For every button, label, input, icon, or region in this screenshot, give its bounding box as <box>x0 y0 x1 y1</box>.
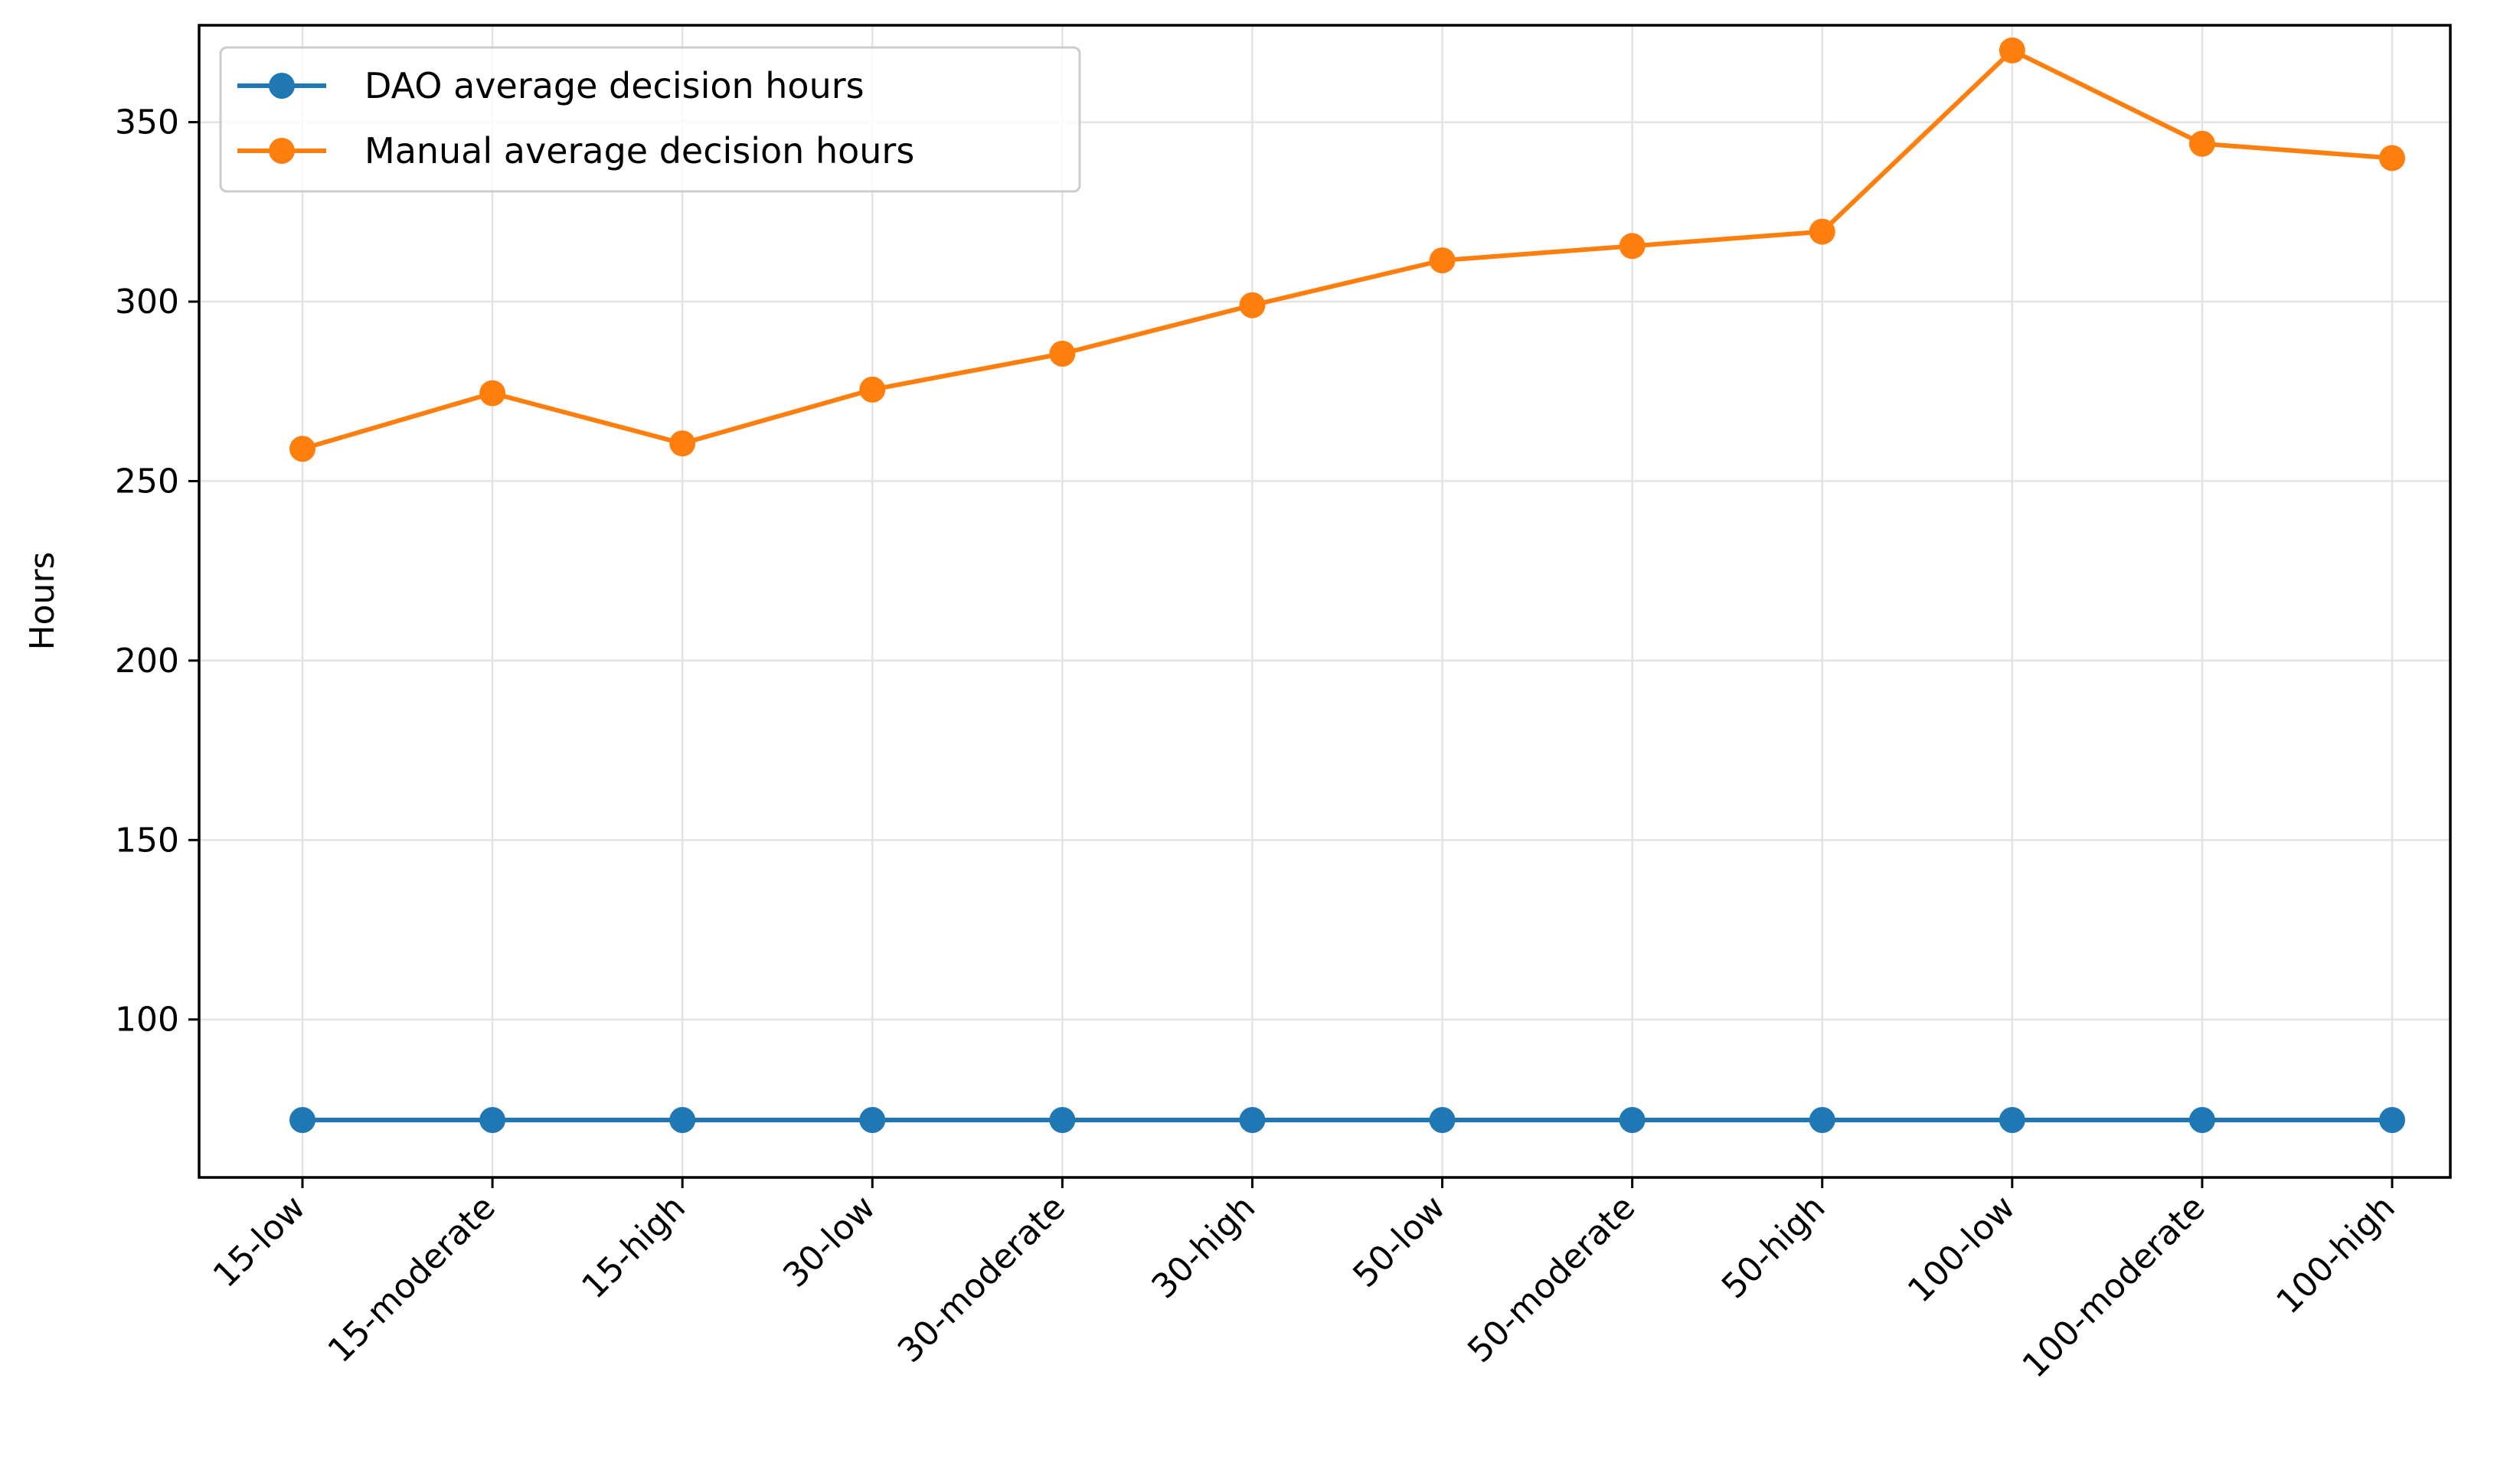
series-manual <box>289 37 2405 462</box>
data-point <box>859 1106 886 1133</box>
y-tick-label: 150 <box>115 821 179 860</box>
legend-marker <box>269 138 295 164</box>
data-point <box>1619 1106 1646 1133</box>
series-layer <box>289 37 2405 1133</box>
x-tick-label: 50-low <box>1345 1188 1453 1295</box>
data-point <box>1429 247 1456 274</box>
legend-marker <box>269 73 295 99</box>
data-point <box>1999 1106 2025 1133</box>
data-point <box>1809 1106 1835 1133</box>
y-tick-label: 200 <box>115 642 179 681</box>
data-point <box>1239 292 1266 318</box>
data-point <box>2188 130 2215 157</box>
y-axis-label: Hours <box>23 552 62 651</box>
x-tick-label: 100-moderate <box>2015 1188 2213 1386</box>
series-dao <box>289 1106 2405 1133</box>
data-point <box>479 1106 506 1133</box>
legend-label: DAO average decision hours <box>364 65 865 106</box>
x-axis: 15-low 15-moderate 15-high 30-low 30-moderat… <box>206 1177 2403 1386</box>
data-point <box>1429 1106 1456 1133</box>
legend-box <box>219 46 1081 193</box>
data-point <box>2379 145 2405 171</box>
data-point <box>669 430 696 457</box>
x-tick-label: 50-high <box>1714 1188 1833 1307</box>
data-point <box>669 1106 696 1133</box>
data-point <box>1809 218 1835 245</box>
y-tick-label: 300 <box>115 282 179 322</box>
x-tick-label: 30-low <box>776 1188 883 1295</box>
x-tick-label: 15-high <box>574 1188 693 1307</box>
x-tick-label: 50-moderate <box>1460 1188 1642 1370</box>
data-point <box>1049 340 1076 367</box>
y-tick-label: 350 <box>115 103 179 142</box>
data-point <box>1999 37 2025 64</box>
data-point <box>1049 1106 1076 1133</box>
x-tick-label: 15-low <box>206 1188 313 1295</box>
data-point <box>479 380 506 407</box>
x-tick-label: 30-high <box>1145 1188 1263 1307</box>
y-tick-label: 100 <box>115 1001 179 1040</box>
grid-lines <box>199 25 2450 1177</box>
data-point <box>1619 233 1646 260</box>
data-point <box>2188 1106 2215 1133</box>
plot-frame <box>198 24 2452 1179</box>
legend-label: Manual average decision hours <box>364 130 914 171</box>
x-tick-label: 30-moderate <box>891 1188 1073 1370</box>
legend: DAO average decision hours Manual average… <box>219 46 1081 193</box>
data-point <box>289 1106 315 1133</box>
x-tick-label: 15-moderate <box>321 1188 503 1370</box>
x-tick-label: 100-high <box>2269 1188 2403 1322</box>
y-tick-label: 250 <box>115 462 179 501</box>
data-point <box>1239 1106 1266 1133</box>
data-point <box>289 436 315 462</box>
data-point <box>2379 1106 2405 1133</box>
x-tick-label: 100-low <box>1901 1188 2023 1311</box>
series-line <box>302 47 2393 452</box>
y-axis: 100 150 200 250 300 350 <box>115 103 199 1040</box>
data-point <box>859 376 886 403</box>
